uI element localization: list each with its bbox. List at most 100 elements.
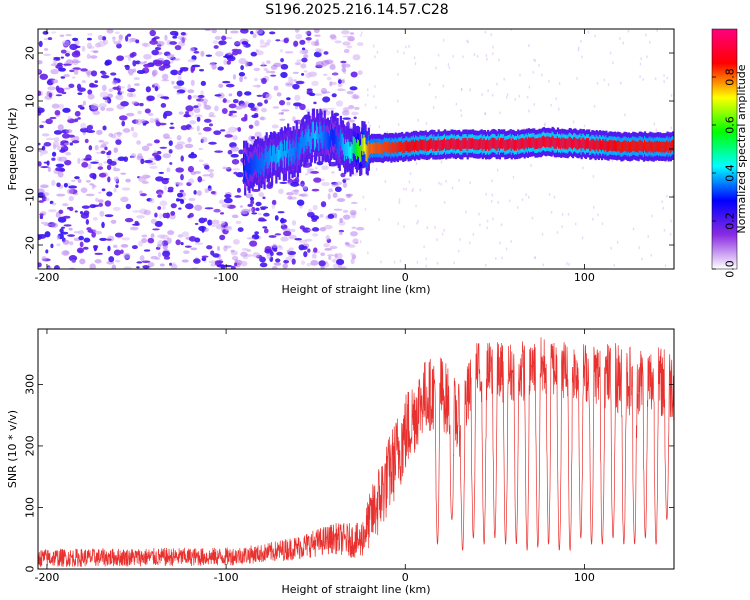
heatmap-cell [664,264,667,268]
heatmap-cell [398,200,401,204]
heatmap-cell [164,34,168,41]
heatmap-cell [469,241,471,245]
heatmap-cell [115,139,122,145]
heatmap-cell [106,158,113,165]
heatmap-cell [632,227,635,231]
heatmap-cell [50,222,58,228]
heatmap-cell [86,53,91,60]
heatmap-cell [252,252,260,258]
heatmap-cell [258,217,265,221]
heatmap-cell [246,237,255,240]
heatmap-cell [222,98,227,103]
heatmap-cell [232,168,241,171]
heatmap-cell [367,251,369,255]
heatmap-cell [341,30,350,35]
heatmap-cell [76,247,85,254]
heatmap-cell [310,215,320,221]
heatmap-cell [144,159,153,164]
heatmap-cell [86,227,92,231]
heatmap-cell [218,199,226,205]
heatmap-cell [208,115,216,118]
heatmap-cell [230,146,240,152]
colorbar-tick-label: 0.0 [724,260,737,278]
y-tick-label: 0 [24,146,37,153]
heatmap-cell [53,59,57,65]
heatmap-cell [663,228,666,232]
heatmap-cell [59,34,65,37]
heatmap-cell [528,195,530,199]
heatmap-cell [180,31,186,36]
heatmap-cell [87,163,92,170]
heatmap-cell [491,193,494,197]
heatmap-cell [110,220,116,224]
heatmap-cell [162,212,168,219]
heatmap-cell [561,225,563,229]
heatmap-cell [528,85,531,89]
heatmap-cell [102,125,107,131]
heatmap-cell [180,199,185,204]
heatmap-cell [89,263,96,269]
heatmap-cell [45,137,55,141]
heatmap-cell [91,231,96,238]
heatmap-cell [417,118,419,122]
heatmap-cell [409,172,412,176]
heatmap-cell [38,200,44,203]
heatmap-cell [228,93,233,97]
heatmap-cell [530,164,532,168]
y-tick-label: 200 [24,435,37,456]
heatmap-cell [553,195,556,199]
heatmap-cell [301,245,308,250]
heatmap-cell [235,172,245,178]
heatmap-cell [80,122,87,129]
heatmap-cell [112,206,121,211]
heatmap-cell [62,215,71,219]
heatmap-cell [62,239,70,245]
heatmap-cell [369,124,372,128]
heatmap-cell [86,42,93,49]
heatmap-cell [107,176,111,183]
heatmap-cell [169,126,175,130]
heatmap-cell [271,199,277,206]
heatmap-cell [344,241,350,245]
heatmap-cell [104,200,112,207]
heatmap-cell [101,71,107,76]
heatmap-cell [47,80,52,83]
heatmap-cell [294,62,301,66]
heatmap-cell [331,93,337,98]
heatmap-cell [81,161,89,168]
heatmap-cell [622,41,624,45]
heatmap-cell [258,192,265,197]
heatmap-cell [386,130,389,134]
heatmap-cell [499,241,501,245]
heatmap-cell [204,188,213,192]
colorbar-label: Normalized spectral amplitude [735,64,748,233]
heatmap-cell [350,252,355,256]
heatmap-cell [320,201,327,208]
heatmap-cell [476,54,479,58]
heatmap-cell [323,73,328,76]
heatmap-cell [254,77,258,82]
heatmap-cell [136,69,146,74]
heatmap-cell [485,192,487,196]
heatmap-cell [174,32,179,37]
heatmap-cell [73,59,79,63]
heatmap-cell [126,112,135,117]
heatmap-cell [273,262,282,266]
heatmap-cell [441,232,444,236]
heatmap-cell [242,256,249,260]
heatmap-cell [228,103,237,109]
heatmap-cell [458,178,460,182]
heatmap-cell [201,255,209,258]
heatmap-cell [284,51,294,54]
heatmap-cell [250,107,257,112]
heatmap-cell [192,94,199,99]
heatmap-cell [86,71,91,78]
heatmap-cell [130,226,139,231]
heatmap-cell [364,103,367,107]
heatmap-cell [303,251,308,258]
heatmap-cell [670,219,672,223]
heatmap-cell [99,91,109,98]
heatmap-cell [241,247,249,251]
heatmap-cell [88,82,95,88]
heatmap-cell [336,252,343,260]
